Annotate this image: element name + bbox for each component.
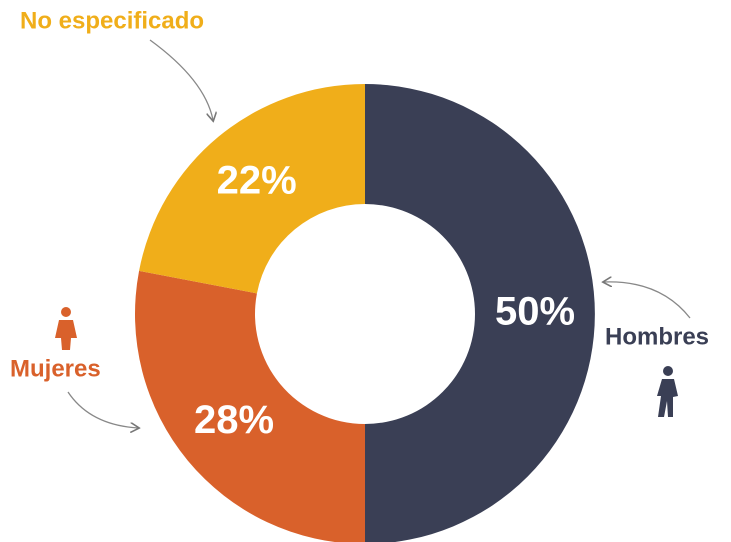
icon-woman xyxy=(55,307,77,350)
arrow xyxy=(149,39,213,120)
icon-man xyxy=(657,366,678,417)
value-label: 50% xyxy=(495,290,575,334)
donut-slice xyxy=(135,270,365,542)
category-label: No especificado xyxy=(20,7,204,34)
value-label: 28% xyxy=(194,398,274,442)
donut-slice xyxy=(139,84,365,294)
value-label: 22% xyxy=(217,159,297,203)
category-label: Hombres xyxy=(605,323,709,350)
arrow xyxy=(67,391,138,428)
donut-slice xyxy=(365,84,595,542)
arrow xyxy=(604,282,691,319)
category-label: Mujeres xyxy=(10,355,101,382)
annotations xyxy=(67,39,691,428)
